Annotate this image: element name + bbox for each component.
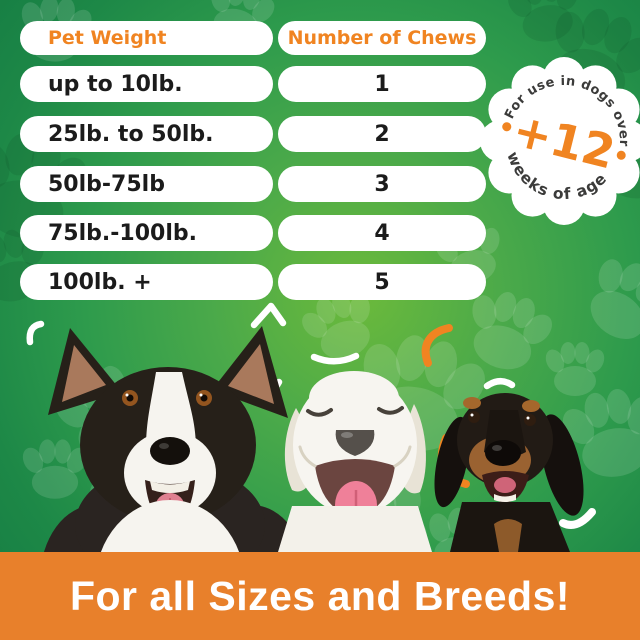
chews-value: 2 bbox=[374, 121, 390, 147]
cloud-shape bbox=[480, 57, 640, 225]
orange-curl-doodle bbox=[437, 434, 470, 488]
smile-doodle-left bbox=[310, 352, 360, 365]
arrowhead-doodle bbox=[250, 302, 287, 329]
weight-value: 100lb. + bbox=[48, 269, 152, 295]
table-row-weight: 100lb. + bbox=[20, 264, 273, 300]
table-row-weight: 25lb. to 50lb. bbox=[20, 116, 273, 152]
table-row-chews: 2 bbox=[278, 116, 486, 152]
chews-value: 1 bbox=[374, 71, 390, 97]
chews-value: 5 bbox=[374, 269, 390, 295]
chews-value: 3 bbox=[374, 171, 390, 197]
weight-value: 50lb-75lb bbox=[48, 171, 165, 197]
chews-column-header: Number of Chews bbox=[278, 21, 486, 55]
table-row-chews: 3 bbox=[278, 166, 486, 202]
badge-dot-right bbox=[616, 150, 626, 160]
arc-doodle-right bbox=[483, 378, 516, 390]
weight-value: 25lb. to 50lb. bbox=[48, 121, 214, 147]
dachshund-illustration bbox=[434, 393, 584, 552]
table-row-weight: 50lb-75lb bbox=[20, 166, 273, 202]
bottom-banner: For all Sizes and Breeds! bbox=[0, 552, 640, 640]
white-retriever-illustration bbox=[278, 371, 432, 552]
table-row-chews: 5 bbox=[278, 264, 486, 300]
weight-header-label: Pet Weight bbox=[48, 27, 167, 49]
orange-arc-doodle bbox=[421, 324, 453, 367]
hook-doodle bbox=[26, 320, 45, 346]
table-row-chews: 4 bbox=[278, 215, 486, 251]
table-row-weight: 75lb.-100lb. bbox=[20, 215, 273, 251]
chews-header-label: Number of Chews bbox=[287, 27, 477, 49]
weight-value: 75lb.-100lb. bbox=[48, 220, 197, 246]
weight-column-header: Pet Weight bbox=[20, 21, 273, 55]
swoosh-doodle bbox=[559, 508, 596, 529]
age-badge: For use in dogs over weeks of age +12 bbox=[480, 57, 640, 225]
table-row-chews: 1 bbox=[278, 66, 486, 102]
chews-value: 4 bbox=[374, 220, 390, 246]
banner-text: For all Sizes and Breeds! bbox=[69, 572, 571, 619]
weight-value: up to 10lb. bbox=[48, 71, 183, 97]
badge-dot-left bbox=[502, 122, 512, 132]
table-row-weight: up to 10lb. bbox=[20, 66, 273, 102]
arrow-dash-doodle bbox=[261, 378, 283, 408]
